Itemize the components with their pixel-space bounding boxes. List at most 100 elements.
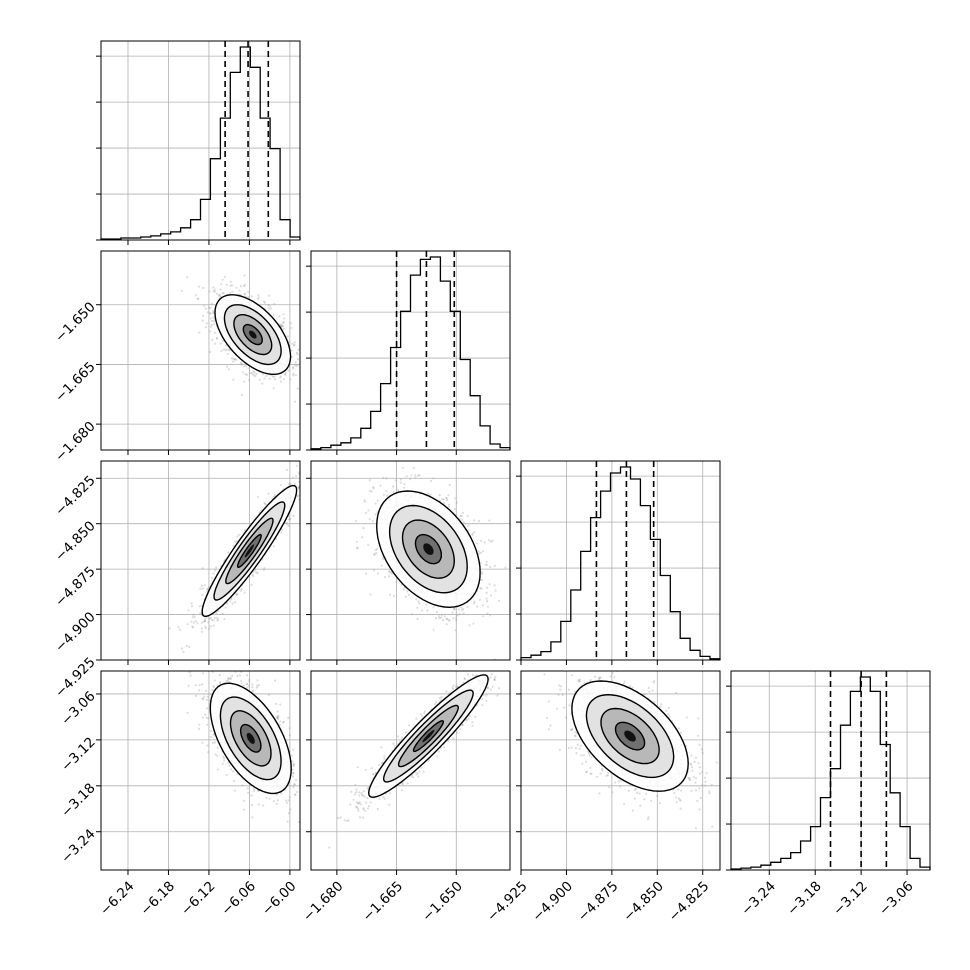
- scatter-point: [254, 569, 257, 572]
- scatter-point: [394, 479, 397, 482]
- scatter-point: [256, 679, 259, 682]
- scatter-point: [287, 716, 290, 720]
- scatter-point: [254, 374, 257, 377]
- scatter-point: [236, 594, 239, 597]
- scatter-point: [303, 396, 305, 398]
- scatter-point: [292, 772, 295, 775]
- scatter-point: [279, 380, 282, 383]
- scatter-point: [388, 575, 391, 578]
- scatter-point: [222, 348, 225, 351]
- scatter-point: [191, 626, 195, 629]
- scatter-point: [225, 283, 228, 286]
- scatter-point: [203, 304, 206, 307]
- scatter-point: [209, 317, 212, 320]
- scatter-point: [206, 311, 209, 314]
- scatter-point: [315, 490, 317, 492]
- scatter-point: [280, 323, 283, 326]
- scatter-point: [191, 616, 194, 619]
- scatter-point: [227, 551, 230, 554]
- scatter-point: [212, 286, 215, 289]
- scatter-point: [266, 303, 270, 307]
- scatter-point: [198, 605, 201, 608]
- scatter-point: [296, 352, 299, 356]
- scatter-point: [213, 569, 216, 572]
- scatter-point: [308, 373, 310, 375]
- scatter-point: [388, 593, 392, 596]
- scatter-point: [486, 586, 489, 589]
- scatter-point: [412, 467, 415, 470]
- scatter-point: [416, 606, 419, 609]
- scatter-point: [356, 546, 359, 549]
- scatter-point: [230, 357, 233, 360]
- scatter-point: [228, 292, 231, 295]
- scatter-point: [240, 682, 243, 685]
- scatter-point: [214, 342, 217, 345]
- scatter-point: [243, 274, 246, 277]
- scatter-point: [462, 608, 465, 611]
- scatter-point: [448, 618, 451, 622]
- scatter-point: [481, 604, 484, 607]
- scatter-point: [364, 500, 367, 503]
- scatter-point: [251, 816, 254, 819]
- scatter-point: [390, 572, 393, 576]
- scatter-point: [235, 540, 238, 543]
- scatter-point: [180, 289, 183, 292]
- scatter-point: [489, 594, 493, 597]
- scatter-point: [462, 520, 465, 524]
- scatter-point: [432, 606, 435, 609]
- scatter-point: [268, 304, 271, 307]
- scatter-point: [471, 532, 474, 535]
- scatter-point: [212, 619, 215, 622]
- scatter-point: [287, 369, 290, 372]
- scatter-point: [446, 617, 449, 620]
- scatter-point: [210, 319, 214, 323]
- scatter-point: [355, 520, 358, 523]
- scatter-point: [301, 380, 303, 382]
- scatter-point: [190, 602, 193, 605]
- scatter-point: [198, 331, 201, 334]
- contour-line: [233, 314, 273, 356]
- scatter-point: [442, 498, 445, 501]
- scatter-point: [201, 587, 204, 590]
- scatter-point: [268, 294, 271, 297]
- scatter-point: [213, 290, 216, 293]
- scatter-point: [250, 295, 253, 298]
- scatter-point: [203, 584, 206, 587]
- scatter-point: [382, 493, 385, 496]
- scatter-point: [269, 307, 272, 310]
- scatter-point: [204, 689, 207, 693]
- scatter-point: [281, 321, 285, 324]
- scatter-point: [272, 375, 275, 378]
- hist-panel-2: [516, 460, 721, 665]
- scatter-point: [459, 515, 462, 518]
- scatter-point: [293, 341, 296, 344]
- scatter-point: [304, 487, 306, 489]
- scatter-point: [223, 757, 226, 760]
- histogram-line: [520, 466, 721, 660]
- scatter-point: [471, 533, 474, 536]
- scatter-point: [452, 617, 455, 620]
- scatter-panel-3-0: [96, 670, 301, 875]
- scatter-point: [282, 720, 285, 724]
- scatter-point: [196, 297, 199, 300]
- scatter-point: [279, 484, 282, 487]
- scatter-point: [242, 684, 245, 687]
- scatter-point: [292, 374, 295, 377]
- scatter-point: [405, 475, 408, 478]
- scatter-point: [368, 489, 372, 493]
- scatter-point: [215, 292, 219, 295]
- panel-content: [311, 455, 510, 660]
- scatter-point: [417, 455, 419, 457]
- scatter-point: [245, 683, 248, 686]
- scatter-point: [443, 615, 446, 618]
- scatter-point: [296, 358, 299, 361]
- scatter-point: [376, 499, 379, 502]
- scatter-point: [486, 605, 489, 608]
- scatter-point: [486, 563, 489, 567]
- scatter-point: [244, 373, 247, 376]
- scatter-point: [255, 372, 258, 375]
- scatter-point: [480, 571, 483, 574]
- scatter-point: [206, 588, 209, 591]
- scatter-point: [301, 342, 303, 344]
- scatter-point: [252, 370, 255, 373]
